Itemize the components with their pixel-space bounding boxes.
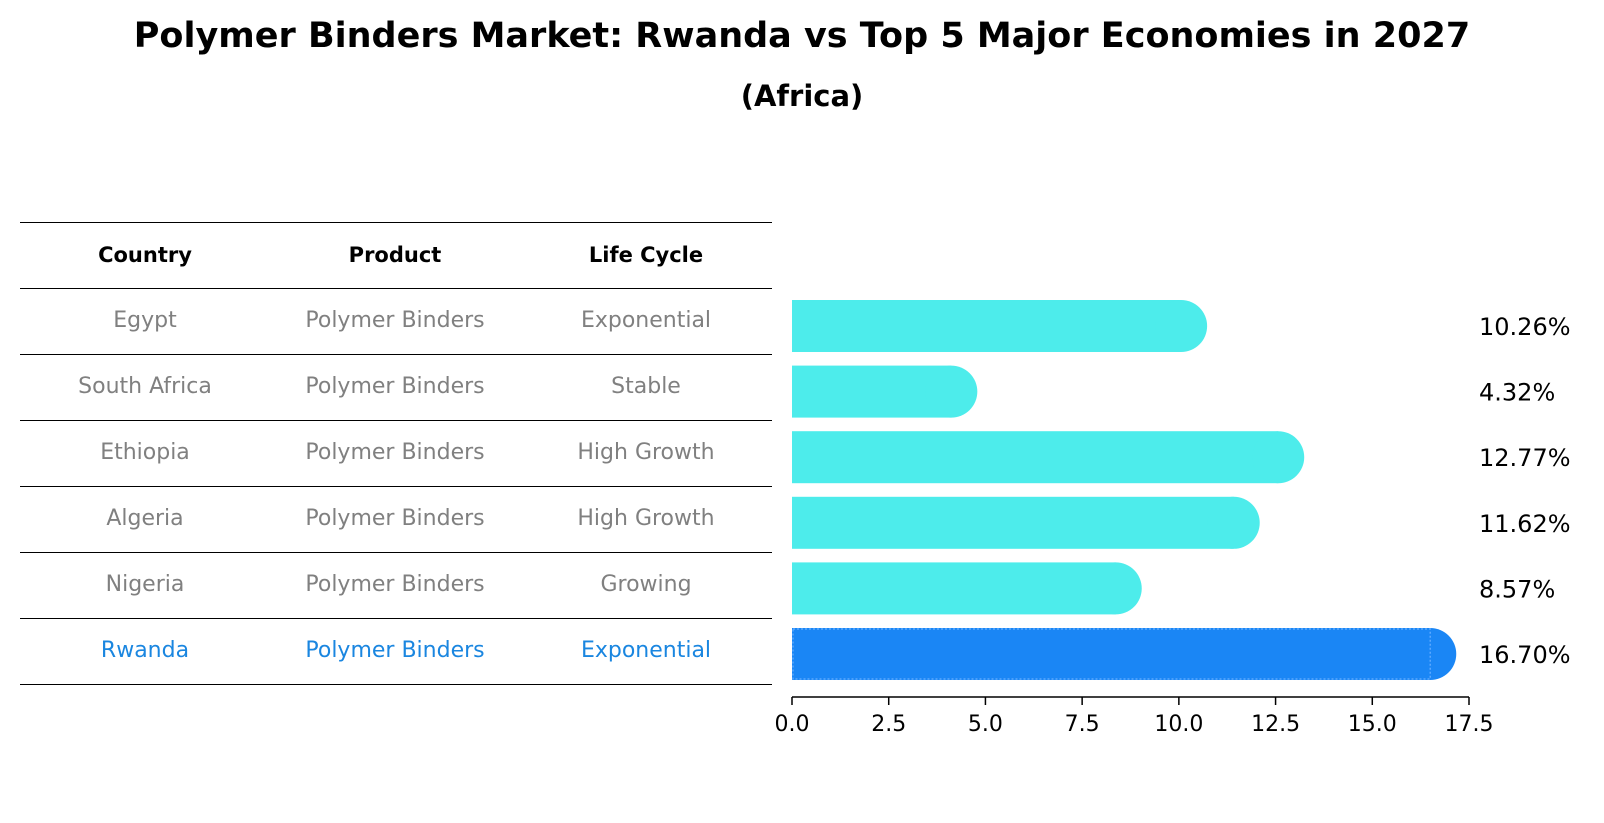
- table-rule: [20, 354, 772, 355]
- table-row-highlight: Rwanda Polymer Binders Exponential: [20, 618, 772, 684]
- cell-life-cycle: High Growth: [577, 440, 715, 465]
- bar-cap-nigeria: [1089, 562, 1142, 615]
- x-tick-label: 5.0: [968, 712, 1003, 737]
- table-rule: [20, 684, 772, 685]
- bar-rwanda: [792, 628, 1431, 680]
- cell-life-cycle: Stable: [611, 374, 681, 399]
- cell-country: Nigeria: [105, 572, 185, 597]
- x-tick-label: 17.5: [1445, 712, 1494, 737]
- x-tick-label: 7.5: [1065, 712, 1100, 737]
- bar-algeria: [792, 496, 1234, 549]
- x-tick-label: 2.5: [871, 712, 906, 737]
- value-label: 11.62%: [1479, 510, 1571, 538]
- value-label: 8.57%: [1479, 575, 1555, 603]
- cell-life-cycle: High Growth: [577, 506, 715, 531]
- cell-country: Rwanda: [100, 638, 190, 663]
- x-tick-label: 10.0: [1154, 712, 1203, 737]
- bar-highlight-outline: [792, 628, 1432, 680]
- bar-cap-egypt: [1155, 300, 1208, 352]
- x-tick-label: 0.0: [775, 712, 810, 737]
- cell-life-cycle: Exponential: [580, 308, 712, 333]
- value-label: 4.32%: [1479, 379, 1555, 407]
- table-row: Ethiopia Polymer Binders High Growth: [20, 420, 772, 486]
- bar-egypt: [792, 300, 1182, 352]
- bar-ethiopia: [792, 431, 1279, 484]
- x-tick-label: 12.5: [1251, 712, 1300, 737]
- table-header-row: Country Product Life Cycle: [20, 222, 772, 288]
- bar-south-africa: [792, 365, 952, 418]
- cell-country: Egypt: [113, 308, 177, 333]
- cell-product: Polymer Binders: [305, 440, 485, 465]
- table-rule: [20, 420, 772, 421]
- cell-product: Polymer Binders: [305, 308, 485, 333]
- cell-product: Polymer Binders: [305, 638, 485, 663]
- header-product: Product: [348, 243, 442, 267]
- chart-subtitle: (Africa): [740, 79, 864, 113]
- table-row: Algeria Polymer Binders High Growth: [20, 486, 772, 552]
- cell-life-cycle: Growing: [600, 572, 692, 597]
- table-row: Egypt Polymer Binders Exponential: [20, 288, 772, 354]
- table-rule: [20, 618, 772, 619]
- bar-cap-south-africa: [925, 365, 978, 418]
- cell-country: Ethiopia: [100, 440, 190, 465]
- chart-title: Polymer Binders Market: Rwanda vs Top 5 …: [133, 16, 1471, 56]
- header-country: Country: [98, 243, 192, 267]
- value-label: 12.77%: [1479, 444, 1571, 472]
- x-tick-label: 15.0: [1348, 712, 1397, 737]
- table-rule: [20, 486, 772, 487]
- cell-country: South Africa: [78, 374, 212, 399]
- cell-country: Algeria: [106, 506, 184, 531]
- bar-cap-algeria: [1207, 496, 1260, 549]
- table-row: South Africa Polymer Binders Stable: [20, 354, 772, 420]
- table-row: Nigeria Polymer Binders Growing: [20, 552, 772, 618]
- table-rule: [20, 222, 772, 223]
- header-life-cycle: Life Cycle: [588, 243, 704, 267]
- bar-nigeria: [792, 562, 1116, 615]
- cell-product: Polymer Binders: [305, 506, 485, 531]
- value-label: 16.70%: [1479, 641, 1571, 669]
- table-rule: [20, 288, 772, 289]
- value-label: 10.26%: [1479, 313, 1571, 341]
- table-rule: [20, 552, 772, 553]
- cell-life-cycle: Exponential: [580, 638, 712, 663]
- bar-cap-ethiopia: [1252, 431, 1305, 484]
- cell-product: Polymer Binders: [305, 572, 485, 597]
- cell-product: Polymer Binders: [305, 374, 485, 399]
- bar-cap-rwanda: [1404, 628, 1457, 680]
